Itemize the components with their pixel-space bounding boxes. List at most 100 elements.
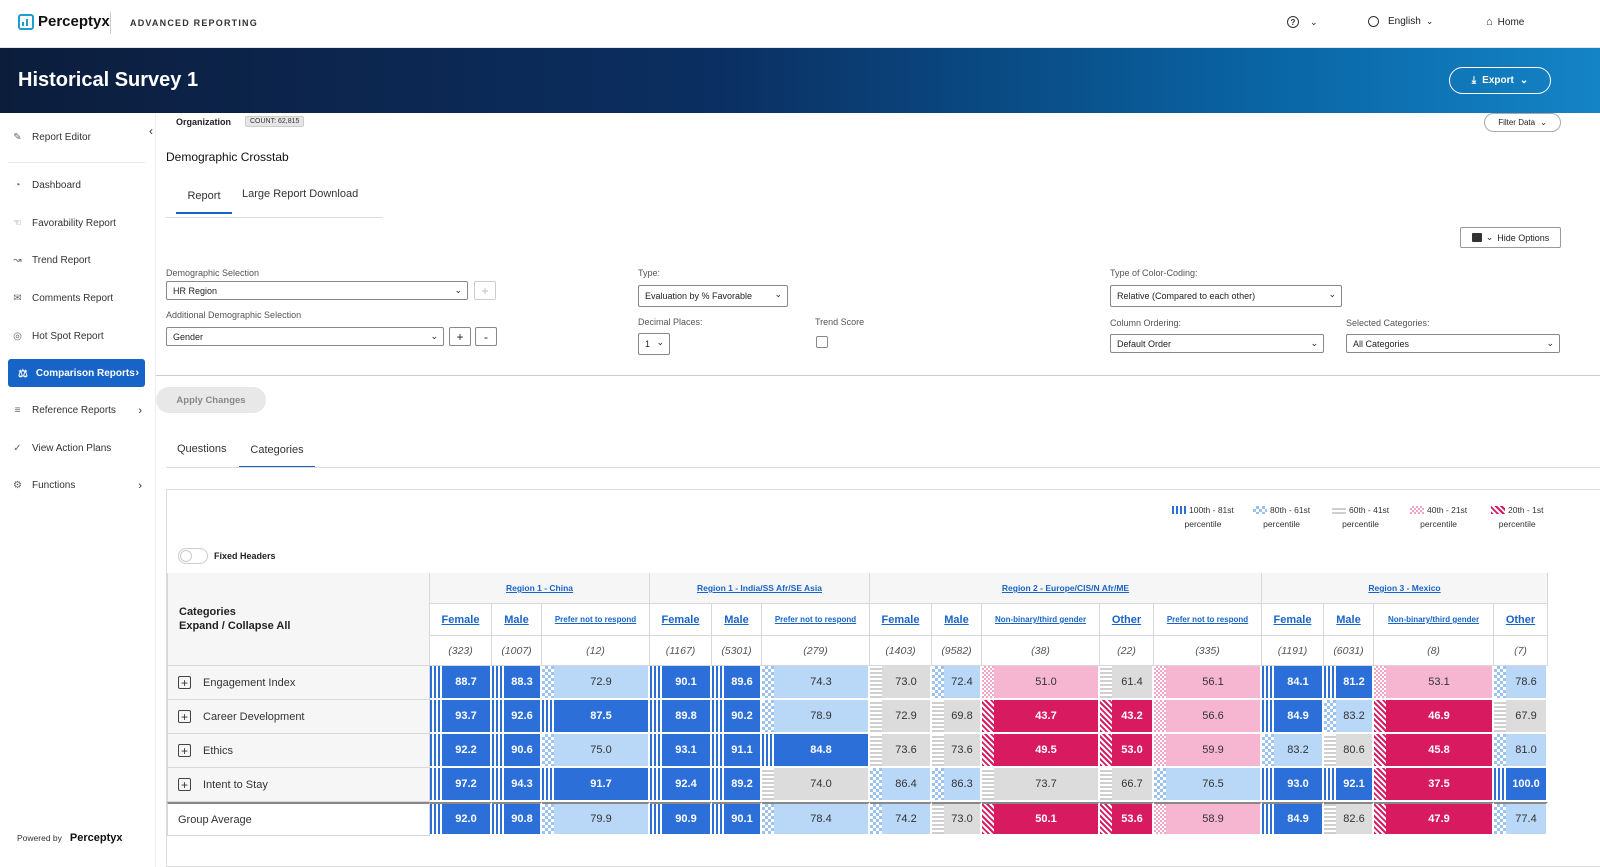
region-group-link[interactable]: Region 3 - Mexico	[1368, 583, 1441, 593]
trend-score-checkbox[interactable]	[816, 336, 828, 348]
sidebar-item-comments-report[interactable]: ✉ Comments Report	[12, 293, 113, 304]
column-header-link[interactable]: Female	[1273, 613, 1312, 626]
percentile-pattern	[982, 768, 994, 800]
column-header-link[interactable]: Prefer not to respond	[1166, 615, 1249, 624]
sidebar-item-favorability-report[interactable]: ☜ Favorability Report	[12, 218, 116, 229]
percentile-pattern	[1262, 734, 1274, 766]
tab-questions[interactable]: Questions	[177, 443, 227, 455]
data-cell: 72.9	[870, 700, 932, 734]
brand-divider	[110, 12, 111, 34]
help-menu[interactable]: ? ⌄	[1287, 16, 1318, 28]
expand-icon[interactable]: +	[178, 676, 191, 689]
row-label-text: Ethics	[203, 744, 233, 757]
data-cell: 94.3	[492, 768, 542, 802]
add-additional-button[interactable]: +	[449, 327, 471, 346]
category-row-label[interactable]: + Engagement Index	[167, 666, 430, 700]
cell-value: 90.2	[731, 710, 753, 722]
column-header-link[interactable]: Other	[1505, 613, 1536, 626]
sidebar-item-label: Favorability Report	[32, 218, 116, 229]
language-menu[interactable]: English ⌄	[1368, 16, 1433, 27]
calendar-icon	[1471, 233, 1482, 242]
column-header-link[interactable]: Female	[441, 613, 480, 626]
percentile-pattern	[1494, 666, 1506, 698]
color-coding-select[interactable]: Relative (Compared to each other) ⌄	[1110, 285, 1342, 307]
hide-options-button[interactable]: ⌄ Hide Options	[1460, 227, 1561, 248]
column-header-link[interactable]: Non-binary/third gender	[1387, 615, 1480, 624]
sidebar-divider	[8, 162, 145, 163]
expand-icon[interactable]: +	[178, 778, 191, 791]
sidebar-item-functions[interactable]: ⚙ Functions ›	[12, 480, 142, 492]
data-cell: 78.9	[762, 700, 870, 734]
sidebar-item-hot-spot-report[interactable]: ◎ Hot Spot Report	[12, 331, 104, 342]
additional-demographic-select[interactable]: Gender ⌄	[166, 327, 444, 346]
column-header-link[interactable]: Female	[661, 613, 700, 626]
expand-collapse-all-link[interactable]: Expand / Collapse All	[179, 620, 291, 632]
percentile-pattern	[982, 666, 994, 698]
sidebar-item-report-editor[interactable]: ✎ Report Editor	[12, 132, 91, 143]
category-row-label[interactable]: + Intent to Stay	[167, 768, 430, 802]
chevron-down-icon: ⌄	[430, 331, 438, 341]
percentile-pattern	[712, 666, 724, 698]
chevron-down-icon: ⌄	[1310, 16, 1318, 27]
sidebar-item-label: Dashboard	[32, 180, 81, 191]
brand-name: Perceptyx	[38, 13, 110, 30]
tab-categories[interactable]: Categories	[239, 433, 315, 468]
percentile-pattern	[1262, 700, 1274, 732]
remove-additional-button[interactable]: -	[475, 327, 497, 346]
sidebar: ✎ Report Editor ◔ Dashboard ☜ Favorabili…	[0, 113, 156, 867]
selected-categories-select[interactable]: All Categories ⌄	[1346, 334, 1560, 353]
filter-data-button[interactable]: Filter Data ⌄	[1484, 113, 1561, 132]
column-header-link[interactable]: Prefer not to respond	[774, 615, 857, 624]
legend-label: 40th - 21st	[1427, 505, 1468, 515]
apply-changes-button[interactable]: Apply Changes	[156, 387, 266, 413]
add-demographic-button[interactable]: +	[474, 281, 496, 300]
data-cell: 91.1	[712, 734, 762, 768]
region-group-link[interactable]: Region 1 - India/SS Afr/SE Asia	[696, 583, 822, 593]
cell-value: 73.0	[895, 676, 917, 688]
percentile-pattern	[870, 804, 882, 834]
percentile-pattern	[932, 768, 944, 800]
collapse-sidebar-icon[interactable]: ‹	[149, 124, 153, 138]
cell-value: 88.7	[455, 676, 477, 688]
fixed-headers-toggle[interactable]	[178, 548, 208, 564]
column-ordering-select[interactable]: Default Order ⌄	[1110, 334, 1324, 353]
column-header-link[interactable]: Male	[1336, 613, 1361, 626]
sidebar-item-view-action-plans[interactable]: ✓ View Action Plans	[12, 443, 111, 454]
expand-icon[interactable]: +	[178, 744, 191, 757]
demographic-selection-label: Demographic Selection	[166, 268, 260, 278]
expand-icon[interactable]: +	[178, 710, 191, 723]
category-row-label[interactable]: + Ethics	[167, 734, 430, 768]
sidebar-item-comparison-reports[interactable]: ⚖ Comparison Reports ›	[8, 359, 145, 387]
cell-value: 74.2	[895, 813, 917, 825]
data-cell: 89.8	[650, 700, 712, 734]
sidebar-item-dashboard[interactable]: ◔ Dashboard	[12, 180, 81, 191]
export-button[interactable]: ⤓ Export ⌄	[1449, 67, 1551, 94]
category-row-label[interactable]: + Career Development	[167, 700, 430, 734]
cell-value: 74.0	[810, 778, 832, 790]
demographic-select[interactable]: HR Region ⌄	[166, 281, 468, 300]
home-label: Home	[1497, 16, 1525, 28]
tab-report[interactable]: Report	[176, 180, 232, 214]
data-cell: 50.1	[982, 802, 1100, 836]
tab-large-report-download[interactable]: Large Report Download	[242, 188, 359, 200]
sidebar-item-reference-reports[interactable]: ≡ Reference Reports ›	[12, 405, 142, 417]
tabs-divider	[166, 217, 383, 218]
sidebar-item-trend-report[interactable]: ↝ Trend Report	[12, 255, 90, 266]
decimal-places-select[interactable]: 1 ⌄	[638, 333, 670, 355]
column-header-link[interactable]: Male	[944, 613, 969, 626]
help-circle-icon: ?	[1287, 16, 1299, 28]
region-group-link[interactable]: Region 2 - Europe/CIS/N Afr/ME	[1001, 583, 1130, 593]
region-group-link[interactable]: Region 1 - China	[505, 583, 574, 593]
product-name: ADVANCED REPORTING	[130, 18, 258, 28]
column-header-link[interactable]: Male	[504, 613, 529, 626]
type-select[interactable]: Evaluation by % Favorable ⌄	[638, 285, 788, 307]
home-link[interactable]: ⌂ Home	[1486, 16, 1524, 28]
column-header-link[interactable]: Male	[724, 613, 749, 626]
column-header-link[interactable]: Other	[1111, 613, 1142, 626]
column-header-link[interactable]: Female	[881, 613, 920, 626]
cell-value: 74.3	[810, 676, 832, 688]
column-header-link[interactable]: Non-binary/third gender	[994, 615, 1087, 624]
column-header-link[interactable]: Prefer not to respond	[554, 615, 637, 624]
cell-value: 73.7	[1035, 778, 1057, 790]
percentile-pattern	[1374, 666, 1386, 698]
